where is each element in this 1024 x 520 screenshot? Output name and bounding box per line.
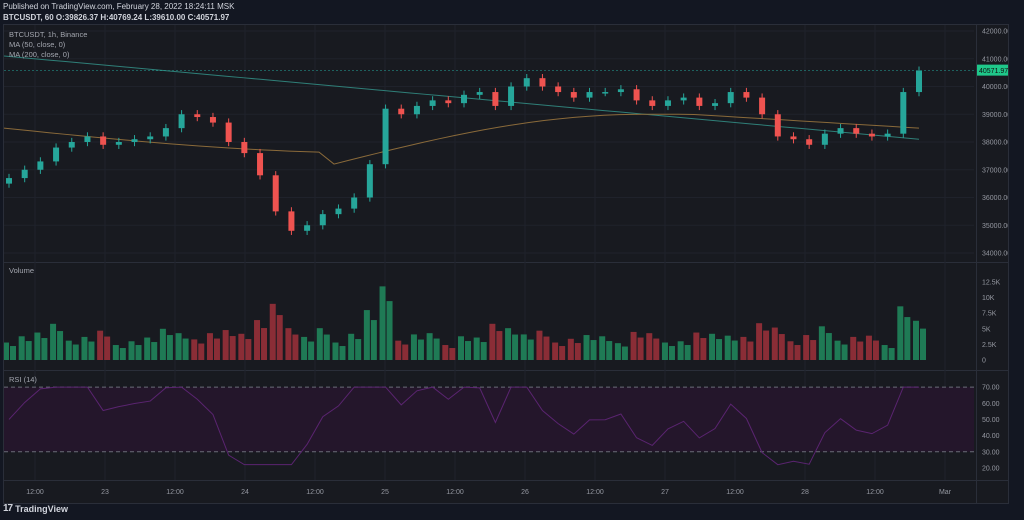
- symbol: BTCUSDT, 60: [3, 13, 54, 22]
- legend-ma200[interactable]: MA (200, close, 0): [9, 50, 70, 59]
- svg-text:38000.00: 38000.00: [982, 140, 1008, 147]
- svg-text:12:00: 12:00: [446, 489, 464, 496]
- legend-rsi[interactable]: RSI (14): [9, 375, 37, 384]
- svg-text:36000.00: 36000.00: [982, 195, 1008, 202]
- published-note: Published on TradingView.com, February 2…: [3, 2, 235, 11]
- svg-text:12:00: 12:00: [726, 489, 744, 496]
- brand-label: TradingView: [15, 503, 68, 514]
- ohlc-values: O:39826.37 H:40769.24 L:39610.00 C:40571…: [55, 13, 230, 22]
- svg-text:12:00: 12:00: [586, 489, 604, 496]
- chart-canvas[interactable]: 42000.00 41000.00 40000.00 39000.00 38000.00…: [4, 25, 1008, 503]
- svg-text:42000.00: 42000.00: [982, 29, 1008, 36]
- svg-text:0: 0: [982, 358, 986, 365]
- symbol-ohlc: BTCUSDT, 60 O:39826.37 H:40769.24 L:3961…: [3, 13, 229, 22]
- svg-text:12:00: 12:00: [26, 489, 44, 496]
- svg-text:37000.00: 37000.00: [982, 167, 1008, 174]
- svg-text:34000.00: 34000.00: [982, 251, 1008, 258]
- svg-text:Mar: Mar: [939, 489, 952, 496]
- svg-text:23: 23: [101, 489, 109, 496]
- legend-title: BTCUSDT, 1h, Binance: [9, 30, 88, 39]
- svg-text:40571.97: 40571.97: [979, 68, 1008, 75]
- legend-volume[interactable]: Volume: [9, 266, 35, 275]
- svg-text:26: 26: [521, 489, 529, 496]
- chart-frame[interactable]: 42000.00 41000.00 40000.00 39000.00 38000.00…: [3, 24, 1009, 504]
- svg-text:12:00: 12:00: [866, 489, 884, 496]
- svg-text:2.5K: 2.5K: [982, 342, 997, 349]
- legend-ma50[interactable]: MA (50, close, 0): [9, 40, 66, 49]
- svg-text:40.00: 40.00: [982, 433, 1000, 440]
- svg-text:27: 27: [661, 489, 669, 496]
- svg-text:70.00: 70.00: [982, 385, 1000, 392]
- svg-text:5K: 5K: [982, 326, 991, 333]
- svg-text:20.00: 20.00: [982, 465, 1000, 472]
- svg-text:7.5K: 7.5K: [982, 311, 997, 318]
- svg-text:60.00: 60.00: [982, 401, 1000, 408]
- svg-text:39000.00: 39000.00: [982, 112, 1008, 119]
- svg-text:12.5K: 12.5K: [982, 280, 1001, 287]
- svg-text:24: 24: [241, 489, 249, 496]
- svg-text:28: 28: [801, 489, 809, 496]
- svg-text:41000.00: 41000.00: [982, 56, 1008, 63]
- svg-text:50.00: 50.00: [982, 417, 1000, 424]
- svg-text:40000.00: 40000.00: [982, 84, 1008, 91]
- svg-text:10K: 10K: [982, 295, 995, 302]
- tv-logo-icon: 17: [3, 503, 13, 514]
- svg-text:12:00: 12:00: [306, 489, 324, 496]
- svg-text:30.00: 30.00: [982, 449, 1000, 456]
- svg-text:12:00: 12:00: [166, 489, 184, 496]
- svg-text:35000.00: 35000.00: [982, 223, 1008, 230]
- tradingview-logo[interactable]: 17 TradingView: [3, 503, 68, 514]
- svg-text:25: 25: [381, 489, 389, 496]
